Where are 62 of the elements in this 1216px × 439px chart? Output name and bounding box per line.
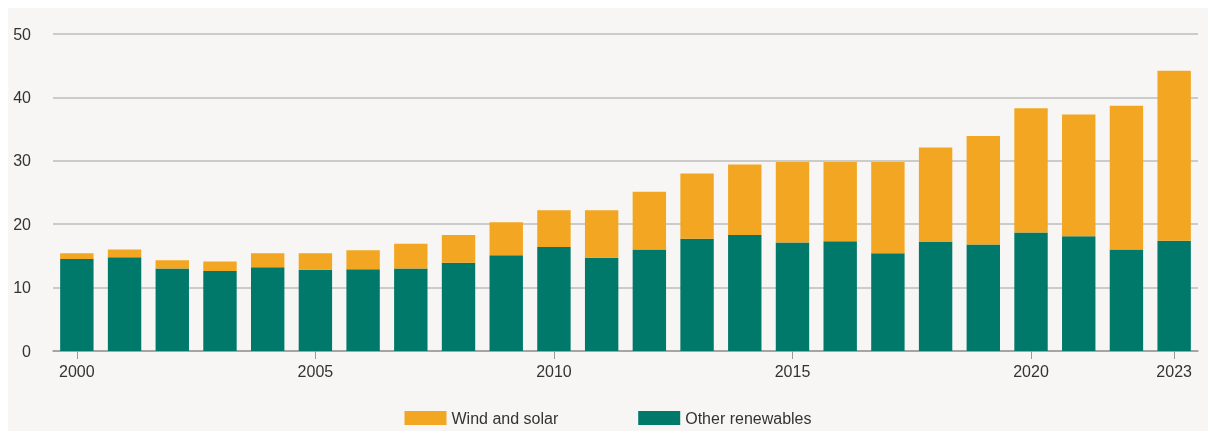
bar <box>537 210 571 248</box>
y-tick-label: 40 <box>13 88 32 106</box>
bar <box>489 222 523 256</box>
bar <box>1014 232 1048 351</box>
bar <box>155 268 189 351</box>
bar <box>203 271 237 351</box>
bar <box>680 173 714 239</box>
bar <box>728 164 762 235</box>
bar <box>871 253 905 351</box>
x-tick-label: 2010 <box>536 362 572 380</box>
bar <box>1157 70 1191 241</box>
x-tick-label: 2015 <box>774 362 811 380</box>
bar <box>584 257 619 351</box>
bar <box>346 250 380 270</box>
bar <box>918 147 953 242</box>
bar <box>203 261 237 272</box>
bar <box>632 249 667 351</box>
bar <box>346 269 380 351</box>
y-tick-label: 10 <box>13 279 32 297</box>
bar <box>1062 114 1096 237</box>
bar <box>728 234 762 351</box>
bar <box>155 260 189 269</box>
bar <box>298 253 333 270</box>
bar <box>60 253 94 260</box>
bar <box>775 242 810 351</box>
bar <box>680 238 714 351</box>
bar <box>250 253 285 268</box>
bar <box>489 255 523 351</box>
bar <box>632 191 667 250</box>
bar <box>394 268 428 351</box>
legend-label: Wind and solar <box>451 409 559 427</box>
bar <box>1109 249 1144 351</box>
legend-label: Other renewables <box>685 409 812 427</box>
bar <box>60 259 94 351</box>
y-tick-label: 30 <box>13 152 32 170</box>
bar <box>584 210 619 258</box>
bar <box>107 249 142 258</box>
bar <box>966 136 1001 245</box>
x-tick-label: 2000 <box>59 362 95 380</box>
bar <box>298 269 333 351</box>
bar <box>775 162 810 243</box>
bar <box>107 257 142 351</box>
bar <box>394 243 428 269</box>
y-tick-label: 20 <box>13 215 32 233</box>
y-tick-label: 0 <box>22 342 32 360</box>
y-tick-label: 50 <box>13 25 32 43</box>
x-tick-label: 2023 <box>1156 362 1193 380</box>
bar <box>250 267 285 351</box>
bar <box>441 234 476 263</box>
bar <box>823 241 857 351</box>
bar <box>441 262 476 351</box>
bar <box>871 162 905 254</box>
x-tick-label: 2020 <box>1013 362 1049 380</box>
bar <box>823 162 857 242</box>
x-tick-label: 2005 <box>297 362 334 380</box>
bar <box>1109 105 1144 250</box>
bar <box>918 241 953 351</box>
bar <box>1014 108 1048 233</box>
bar <box>537 247 571 351</box>
bar <box>966 244 1001 351</box>
bar <box>1157 240 1191 351</box>
bar <box>1062 236 1096 351</box>
